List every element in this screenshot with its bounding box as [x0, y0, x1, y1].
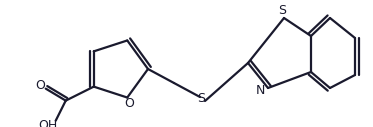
Text: N: N	[255, 84, 265, 98]
Text: S: S	[278, 4, 286, 18]
Text: OH: OH	[38, 119, 57, 127]
Text: O: O	[35, 79, 45, 92]
Text: O: O	[124, 97, 134, 110]
Text: S: S	[197, 91, 205, 105]
